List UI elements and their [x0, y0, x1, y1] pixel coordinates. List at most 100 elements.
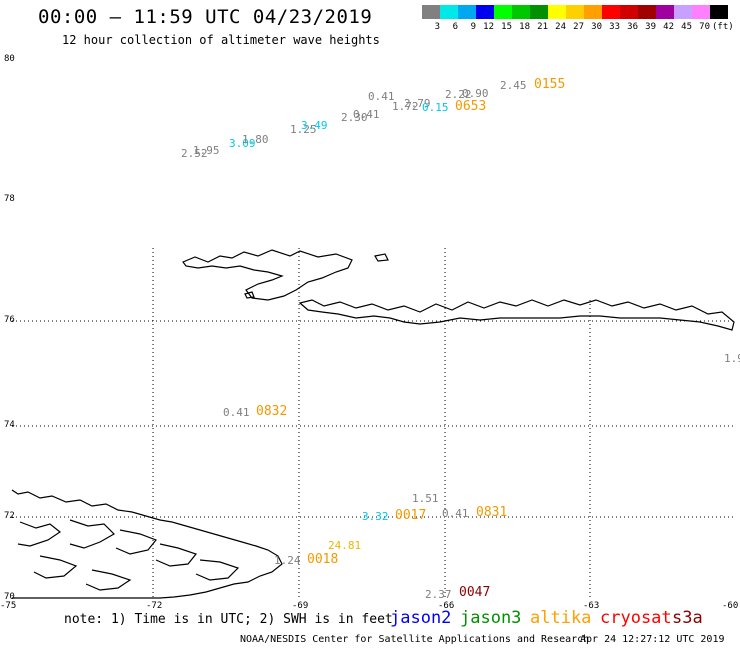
generated-time: Apr 24 12:27:12 UTC 2019 [580, 634, 725, 645]
wave-height-label: 24.81 [328, 539, 362, 552]
canada-fjord-5 [195, 559, 240, 581]
island-2 [374, 253, 389, 262]
canada-fjord-6 [33, 555, 78, 579]
wave-height-label: 1.9 [724, 352, 740, 365]
color-scale-label: 6 [452, 22, 458, 32]
wave-height-label: 1.72 [392, 100, 419, 113]
color-scale-label: 39 [645, 22, 656, 32]
color-scale-label: 24 [555, 22, 566, 32]
wave-height-label: 2.79 [404, 97, 431, 110]
wave-height-label: 0.15 [422, 101, 449, 114]
wave-height-label: 3.09 [229, 137, 256, 150]
lat-label-78: 78 [4, 194, 15, 204]
greenland-coast-north [298, 299, 735, 331]
satellite-legend-jason3: jason3 [460, 608, 522, 628]
color-scale-label: 18 [519, 22, 530, 32]
page-title: 00:00 – 11:59 UTC 04/23/2019 [38, 6, 373, 28]
color-scale-unit: (ft) [712, 22, 734, 32]
color-scale-label: 3 [434, 22, 440, 32]
footer-note: note: 1) Time is in UTC; 2) SWH is in fe… [64, 612, 393, 627]
color-scale-swatch [602, 5, 620, 19]
color-scale-swatch [566, 5, 584, 19]
graticule [12, 248, 735, 598]
color-scale-swatch [494, 5, 512, 19]
pass-time-label: 0653 [455, 99, 487, 114]
pass-time-label: 0018 [307, 552, 339, 567]
satellite-legend-cryosat: cryosat [600, 608, 672, 628]
canada-coast [11, 489, 283, 599]
color-scale-bar [422, 5, 728, 19]
color-scale-swatch [584, 5, 602, 19]
canada-fjord-4 [155, 543, 198, 567]
pass-time-label: 0155 [534, 77, 566, 92]
color-scale-label: 27 [573, 22, 584, 32]
lat-label-74: 74 [4, 420, 15, 430]
wave-height-label: 1.51 [412, 492, 439, 505]
color-scale-label: 42 [663, 22, 674, 32]
greenland-coast [182, 249, 353, 301]
pass-time-label: 0017 [395, 508, 427, 523]
wave-height-label: 0.41 [368, 90, 395, 103]
color-scale-swatch [674, 5, 692, 19]
color-scale-label: 15 [501, 22, 512, 32]
color-scale-swatch [422, 5, 440, 19]
lon-label-69: -69 [292, 601, 309, 611]
satellite-legend-jason2: jason2 [390, 608, 452, 628]
credit-line: NOAA/NESDIS Center for Satellite Applica… [240, 634, 590, 645]
color-scale-labels: 3 6 9 12 15 18 21 24 27 30 33 36 39 42 45 70 [422, 22, 710, 32]
color-scale-swatch [440, 5, 458, 19]
lon-label-66: -66 [438, 601, 455, 611]
satellite-legend-altika: altika [530, 608, 592, 628]
lat-label-76: 76 [4, 315, 15, 325]
wave-height-label: 3.49 [301, 119, 328, 132]
lat-label-72: 72 [4, 511, 15, 521]
coastline [11, 249, 735, 599]
page-subtitle: 12 hour collection of altimeter wave hei… [62, 33, 380, 47]
pass-time-label: 0831 [476, 505, 508, 520]
color-scale-label: 21 [537, 22, 548, 32]
wave-height-label: 0.90 [462, 87, 489, 100]
color-scale-swatch [656, 5, 674, 19]
wave-height-label: 2.30 [341, 111, 368, 124]
pass-time-label: 0832 [256, 404, 288, 419]
color-scale-label: 45 [681, 22, 692, 32]
wave-height-label: 1.95 [193, 144, 220, 157]
pass-time-label: 0047 [459, 585, 491, 600]
wave-height-label: 2.37 [425, 588, 452, 601]
color-scale-swatch [620, 5, 638, 19]
wave-height-label: 2.22 [445, 88, 472, 101]
wave-height-label: 0.41 [353, 108, 380, 121]
color-scale-swatch [710, 5, 728, 19]
wave-height-label: 2.45 [500, 79, 527, 92]
color-scale-label: 70 [699, 22, 710, 32]
lon-label-75: -75 [0, 601, 17, 611]
color-scale-swatch [638, 5, 656, 19]
lat-label-70: 70 [4, 592, 15, 602]
wave-height-label: 0.41 [223, 406, 250, 419]
color-scale-swatch [476, 5, 494, 19]
satellite-legend-s3a: s3a [672, 608, 703, 628]
color-scale-label: 12 [483, 22, 494, 32]
lon-label-63: -63 [583, 601, 600, 611]
wave-height-label: 1.80 [242, 133, 269, 146]
color-scale-swatch [548, 5, 566, 19]
color-scale-label: 36 [627, 22, 638, 32]
wave-height-label: 2.52 [181, 147, 208, 160]
canada-fjord-7 [85, 569, 132, 591]
color-scale-swatch [530, 5, 548, 19]
canada-fjord-3 [115, 529, 157, 555]
wave-height-label: 1.24 [274, 554, 301, 567]
color-scale-label: 9 [470, 22, 476, 32]
canada-fjord-2 [69, 519, 115, 549]
lat-label-80: 80 [4, 54, 15, 64]
color-scale-label: 33 [609, 22, 620, 32]
island-1 [244, 291, 255, 299]
color-scale-swatch [512, 5, 530, 19]
wave-height-label: 1.25 [290, 123, 317, 136]
color-scale-swatch [692, 5, 710, 19]
lon-label-72: -72 [146, 601, 163, 611]
lon-label-60: -60 [722, 601, 739, 611]
color-scale-swatch [458, 5, 476, 19]
wave-height-label: 3.32 [362, 510, 389, 523]
